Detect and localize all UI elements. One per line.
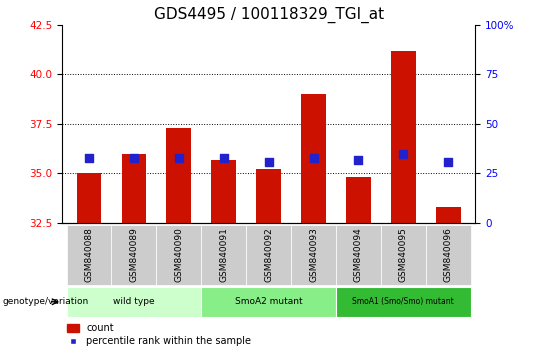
Point [174,155,183,160]
Text: GSM840090: GSM840090 [174,227,184,282]
Bar [77,173,102,223]
Bar [391,51,416,223]
Bar [436,207,461,223]
Text: SmoA2 mutant: SmoA2 mutant [235,297,302,306]
Bar [122,154,146,223]
Bar [336,225,381,285]
Text: GSM840096: GSM840096 [444,227,453,282]
Bar [346,177,371,223]
Legend: count, percentile rank within the sample: count, percentile rank within the sample [67,324,252,346]
Bar [66,225,111,285]
Bar [426,225,471,285]
Bar [301,94,326,223]
Bar [336,287,471,317]
Point [130,155,138,160]
Text: GSM840091: GSM840091 [219,227,228,282]
Text: wild type: wild type [113,297,155,306]
Point [399,151,408,156]
Bar [66,287,201,317]
Bar [246,225,291,285]
Point [85,155,93,160]
Point [309,155,318,160]
Bar [111,225,157,285]
Bar [256,170,281,223]
Bar [291,225,336,285]
Bar [381,225,426,285]
Text: GSM840095: GSM840095 [399,227,408,282]
Text: GSM840088: GSM840088 [85,227,93,282]
Text: GSM840089: GSM840089 [130,227,138,282]
Point [444,159,453,164]
Point [265,159,273,164]
Bar [166,128,191,223]
Bar [211,160,236,223]
Title: GDS4495 / 100118329_TGI_at: GDS4495 / 100118329_TGI_at [153,7,384,23]
Text: SmoA1 (Smo/Smo) mutant: SmoA1 (Smo/Smo) mutant [353,297,454,306]
Point [354,157,363,162]
Bar [201,287,336,317]
Bar [157,225,201,285]
Bar [201,225,246,285]
Text: GSM840094: GSM840094 [354,228,363,282]
Text: GSM840093: GSM840093 [309,227,318,282]
Text: GSM840092: GSM840092 [264,228,273,282]
Text: genotype/variation: genotype/variation [3,297,89,306]
Point [219,155,228,160]
